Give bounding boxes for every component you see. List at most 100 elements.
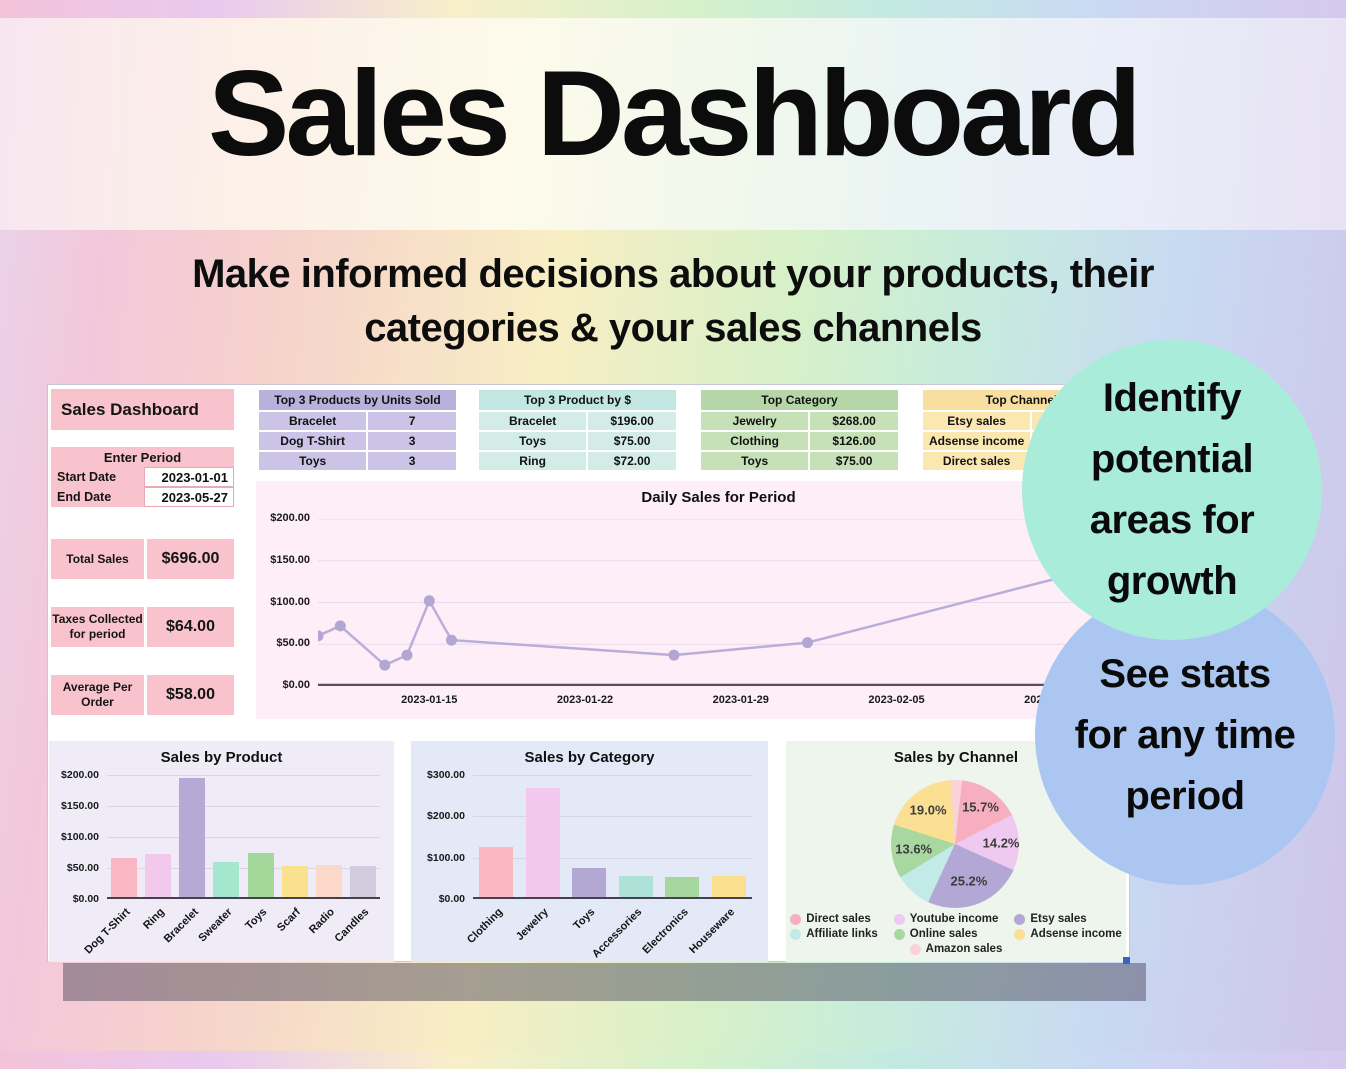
table-cell-name: Adsense income: [923, 432, 1031, 450]
date-row: End Date 2023-05-27: [51, 487, 234, 507]
pie-slice-label: 19.0%: [909, 802, 947, 818]
bar-slot: [244, 775, 278, 899]
table-title: Top 3 Products by Units Sold: [259, 390, 456, 410]
gridline: [473, 857, 752, 859]
table-cell-name: Ring: [479, 452, 587, 470]
bar-accessories: [618, 876, 653, 899]
table-cell-value: $126.00: [810, 432, 898, 450]
y-axis-tick-label: $50.00: [66, 862, 99, 874]
page-subtitle: Make informed decisions about your produ…: [0, 247, 1346, 355]
table-row: Dog T-Shirt 3: [259, 432, 456, 450]
daily-sales-line-svg: [318, 519, 1119, 686]
y-axis-tick-label: $150.00: [61, 800, 99, 812]
x-axis-tick-label: Electronics: [640, 906, 691, 957]
legend-item: Online sales: [893, 928, 999, 940]
legend-item: Adsense income: [1014, 928, 1122, 940]
x-axis-line: [473, 897, 752, 899]
subtitle-line-1: Make informed decisions about your produ…: [192, 252, 1154, 296]
legend-label: Online sales: [909, 928, 978, 940]
x-axis-tick-label: Accessories: [589, 906, 645, 961]
x-axis-tick-label: Bracelet: [161, 906, 201, 946]
x-axis-tick-label: Scarf: [275, 906, 304, 934]
sales-by-category-title: Sales by Category: [524, 749, 655, 766]
bar-electronics: [665, 876, 700, 899]
date-label: Start Date: [51, 467, 144, 487]
legend-label: Etsy sales: [1030, 913, 1087, 925]
badge-text-line: areas for: [1089, 498, 1255, 542]
table-cell-name: Bracelet: [259, 412, 367, 430]
x-axis-labels: Clothing Jewelry Toys Accessories Electronic…: [465, 906, 752, 964]
table-cell-value: $75.00: [588, 432, 676, 450]
top-table-category: Top Category Jewelry $268.00 Clothing $126.0…: [701, 390, 898, 470]
date-row: Start Date 2023-01-01: [51, 467, 234, 487]
table-row: Bracelet 7: [259, 412, 456, 430]
y-axis-tick-label: $150.00: [270, 553, 310, 566]
table-cell-value: 7: [368, 412, 456, 430]
stat-label: Taxes Collected for period: [51, 607, 144, 647]
bar-ring: [145, 854, 172, 899]
gridline: [107, 868, 380, 869]
legend-color-dot: [1014, 913, 1026, 925]
bar-dog-t-shirt: [111, 858, 138, 899]
sales-by-channel-chart: Sales by Channel 15.7% 14.2% 25.2% 13.6% 19.…: [786, 741, 1126, 962]
table-title: Top 3 Product by $: [479, 390, 676, 410]
legend-item: Affiliate links: [790, 928, 878, 940]
badge-text-line: period: [1125, 773, 1245, 818]
pie-legend: Direct sales Youtube income Etsy sales Affi…: [786, 913, 1126, 955]
y-axis-tick-label: $200.00: [427, 810, 465, 823]
table-row: Jewelry $268.00: [701, 412, 898, 430]
bar-slot: [659, 775, 706, 899]
dashboard-shadow: [63, 963, 1146, 1001]
x-axis-tick-label: Sweater: [196, 906, 235, 945]
table-cell-value: $75.00: [810, 452, 898, 470]
badge-growth: Identify potential areas for growth: [1022, 340, 1322, 640]
x-axis-tick-label: Toys: [571, 906, 598, 933]
table-row: Toys $75.00: [479, 432, 676, 450]
sales-by-product-title: Sales by Product: [160, 749, 283, 766]
daily-sales-chart: Daily Sales for Period $0.00 $50.00 $100.0…: [256, 481, 1131, 719]
x-axis-tick-label: Toys: [242, 906, 270, 933]
enter-period-rows: Start Date 2023-01-01 End Date 2023-05-27: [51, 467, 234, 507]
x-axis-tick-label: 2023-02-05: [868, 694, 925, 706]
table-row: Toys 3: [259, 452, 456, 470]
legend-item: Etsy sales: [1014, 913, 1121, 925]
gridline: [473, 775, 752, 776]
sales-by-channel-title: Sales by Channel: [893, 749, 1019, 766]
y-axis-tick-label: $200.00: [270, 512, 310, 524]
x-axis-tick-label: Radio: [307, 906, 338, 937]
x-axis-tick-label: Candles: [332, 906, 372, 945]
table-cell-name: Dog T-Shirt: [259, 432, 367, 450]
y-axis-tick-label: $100.00: [270, 595, 310, 608]
bar-plot-area: [107, 775, 380, 899]
pie-slice-label: 13.6%: [895, 841, 933, 857]
bar-slot: [278, 775, 312, 899]
x-axis-tick-label: 2023-01-22: [556, 694, 614, 706]
table-cell-name: Toys: [701, 452, 809, 470]
sheet-title: Sales Dashboard: [51, 389, 234, 430]
legend-color-dot: [1014, 928, 1026, 940]
stat-label: Average Per Order: [51, 675, 144, 715]
bar-bracelet: [179, 777, 206, 899]
stat-value: $696.00: [147, 539, 234, 579]
enter-period-header: Enter Period: [51, 447, 234, 467]
y-axis-tick-label: $50.00: [276, 637, 310, 650]
bar-sweater: [213, 861, 240, 899]
legend-color-dot: [790, 913, 802, 925]
bars-group: [473, 775, 752, 899]
date-input-cell[interactable]: 2023-05-27: [144, 487, 234, 507]
bar-slot: [520, 775, 567, 899]
gridline: [107, 837, 380, 838]
table-row: Ring $72.00: [479, 452, 676, 470]
bar-slot: [473, 775, 520, 899]
stat-value: $58.00: [147, 675, 234, 715]
bar-slot: [346, 775, 380, 899]
bar-toys: [247, 852, 274, 899]
stat-value: $64.00: [147, 607, 234, 647]
top-table-units-sold: Top 3 Products by Units Sold Bracelet 7 Dog…: [259, 390, 456, 470]
table-cell-value: $196.00: [588, 412, 676, 430]
bar-slot: [209, 775, 243, 899]
bar-candles: [349, 866, 376, 899]
bottom-rainbow-strip: [0, 1051, 1346, 1069]
date-input-cell[interactable]: 2023-01-01: [144, 467, 234, 487]
stat-row: Taxes Collected for period $64.00: [51, 607, 234, 647]
